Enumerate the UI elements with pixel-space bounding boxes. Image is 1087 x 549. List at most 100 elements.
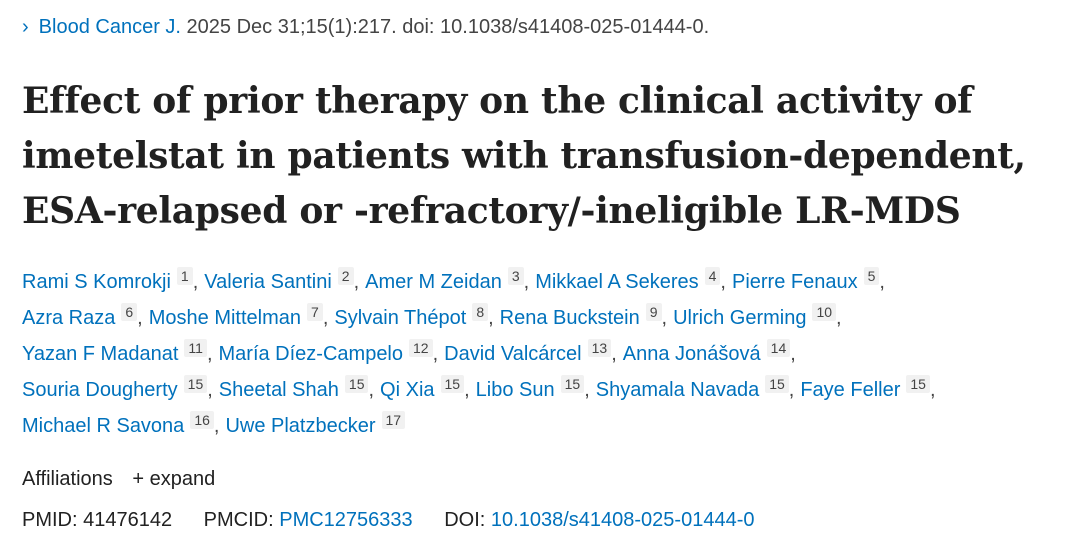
- author: Pierre Fenaux 5,: [731, 267, 891, 293]
- separator: ,: [488, 307, 494, 329]
- author-link[interactable]: Mikkael A Sekeres: [535, 271, 699, 293]
- chevron-right-icon[interactable]: ›: [22, 16, 29, 38]
- author-link[interactable]: María Díez-Campelo: [218, 343, 404, 365]
- affiliation-number[interactable]: 15: [440, 375, 465, 393]
- pmid-label: PMID:: [22, 509, 78, 531]
- separator: ,: [213, 415, 220, 437]
- affiliation-number[interactable]: 15: [906, 375, 930, 393]
- author-link[interactable]: Sylvain Thépot: [334, 307, 467, 329]
- author-link[interactable]: Yazan F Madanat: [22, 343, 179, 365]
- separator: ,: [192, 271, 199, 293]
- doi-label: DOI:: [444, 509, 486, 531]
- affiliation-number[interactable]: 2: [337, 267, 354, 285]
- author-link[interactable]: Sheetal Shah: [218, 379, 339, 401]
- affiliation-number[interactable]: 15: [560, 375, 585, 393]
- separator: ,: [353, 271, 360, 293]
- author-link[interactable]: Qi Xia: [380, 379, 435, 401]
- author: Qi Xia 15,: [380, 375, 476, 401]
- doi-link[interactable]: 10.1038/s41408-025-01444-0: [490, 509, 755, 531]
- author: Anna Jonášová 14,: [622, 339, 802, 365]
- author: Souria Dougherty 15,: [22, 375, 219, 401]
- affiliation-number[interactable]: 17: [381, 411, 406, 429]
- author: Rami S Komrokji 1,: [22, 267, 204, 293]
- author: Yazan F Madanat 11,: [22, 339, 219, 365]
- author-link[interactable]: Anna Jonášová: [622, 343, 761, 365]
- author: Rena Buckstein 9,: [499, 303, 673, 329]
- affiliation-number[interactable]: 5: [863, 267, 880, 285]
- citation: › Blood Cancer J. 2025 Dec 31;15(1):217. …: [22, 16, 709, 39]
- separator: ,: [661, 307, 668, 329]
- author: Amer M Zeidan 3,: [365, 267, 535, 293]
- affiliation-number[interactable]: 11: [184, 339, 207, 357]
- separator: ,: [368, 379, 375, 401]
- affiliation-number[interactable]: 4: [704, 267, 721, 285]
- author-link[interactable]: Ulrich Germing: [673, 307, 807, 329]
- affiliation-number[interactable]: 10: [812, 303, 837, 321]
- article-title: Effect of prior therapy on the clinical …: [22, 80, 1026, 232]
- author-link[interactable]: Rami S Komrokji: [22, 271, 171, 293]
- affiliation-number[interactable]: 13: [587, 339, 612, 357]
- affiliation-number[interactable]: 15: [344, 375, 369, 393]
- affiliation-number[interactable]: 1: [176, 267, 193, 285]
- separator: ,: [929, 379, 936, 401]
- separator: ,: [206, 343, 213, 365]
- separator: ,: [207, 379, 213, 401]
- author: Moshe Mittelman 7,: [148, 303, 335, 329]
- pmid-value: 41476142: [83, 509, 173, 531]
- author-link[interactable]: David Valcárcel: [444, 343, 582, 365]
- affiliation-number[interactable]: 7: [307, 303, 323, 321]
- affiliation-number[interactable]: 15: [765, 375, 789, 393]
- author: Faye Feller 15,: [800, 375, 941, 401]
- author: Ulrich Germing 10,: [673, 303, 848, 329]
- pmcid-label: PMCID:: [203, 509, 274, 531]
- author: Uwe Platzbecker 17: [225, 411, 406, 437]
- affiliation-number[interactable]: 14: [766, 339, 791, 357]
- affiliations-label: Affiliations: [22, 468, 113, 490]
- author-link[interactable]: Pierre Fenaux: [731, 271, 858, 293]
- author-link[interactable]: Moshe Mittelman: [148, 307, 302, 329]
- author: David Valcárcel 13,: [444, 339, 623, 365]
- separator: ,: [584, 379, 590, 401]
- affiliation-number[interactable]: 12: [409, 339, 433, 357]
- author: Mikkael A Sekeres 4,: [535, 267, 732, 293]
- author-list: Rami S Komrokji 1, Valeria Santini 2, Amer M…: [22, 264, 1082, 444]
- citation-details: 2025 Dec 31;15(1):217. doi: 10.1038/s414…: [186, 16, 710, 38]
- separator: ,: [523, 271, 530, 293]
- affiliation-number[interactable]: 9: [645, 303, 662, 321]
- affiliation-number[interactable]: 8: [472, 303, 489, 321]
- author: María Díez-Campelo 12,: [218, 339, 445, 365]
- author-link[interactable]: Michael R Savona: [22, 415, 185, 437]
- author: Sheetal Shah 15,: [218, 375, 380, 401]
- author-link[interactable]: Faye Feller: [800, 379, 901, 401]
- expand-affiliations-button[interactable]: + expand: [132, 468, 216, 490]
- separator: ,: [611, 343, 617, 365]
- author-link[interactable]: Libo Sun: [475, 379, 555, 401]
- author-link[interactable]: Azra Raza: [22, 307, 116, 329]
- affiliation-number[interactable]: 15: [183, 375, 208, 393]
- separator: ,: [464, 379, 470, 401]
- separator: ,: [790, 343, 796, 365]
- journal-link[interactable]: Blood Cancer J.: [38, 16, 181, 38]
- identifiers: PMID: 41476142 PMCID: PMC12756333 DOI: 1…: [22, 509, 754, 532]
- separator: ,: [720, 271, 726, 293]
- author-link[interactable]: Amer M Zeidan: [365, 271, 502, 293]
- author-link[interactable]: Rena Buckstein: [499, 307, 640, 329]
- separator: ,: [322, 307, 329, 329]
- affiliation-number[interactable]: 3: [507, 267, 524, 285]
- affiliation-number[interactable]: 6: [121, 303, 138, 321]
- separator: ,: [137, 307, 143, 329]
- separator: ,: [788, 379, 795, 401]
- author: Valeria Santini 2,: [204, 267, 365, 293]
- affiliations: Affiliations + expand: [22, 468, 215, 491]
- separator: ,: [836, 307, 842, 329]
- author-link[interactable]: Valeria Santini: [204, 271, 332, 293]
- author: Shyamala Navada 15,: [595, 375, 801, 401]
- separator: ,: [432, 343, 439, 365]
- author-link[interactable]: Uwe Platzbecker: [225, 415, 376, 437]
- separator: ,: [879, 271, 885, 293]
- pmcid-link[interactable]: PMC12756333: [279, 509, 413, 531]
- author-link[interactable]: Shyamala Navada: [595, 379, 760, 401]
- author: Sylvain Thépot 8,: [334, 303, 499, 329]
- affiliation-number[interactable]: 16: [190, 411, 214, 429]
- author-link[interactable]: Souria Dougherty: [22, 379, 178, 401]
